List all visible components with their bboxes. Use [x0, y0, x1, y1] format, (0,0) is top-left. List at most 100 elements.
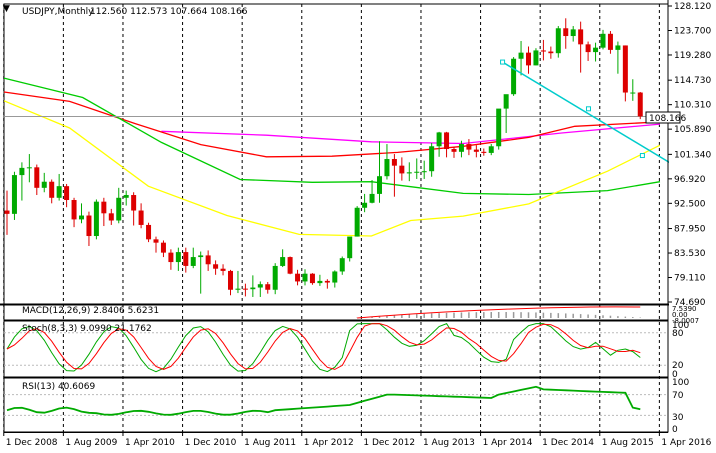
candle-body	[250, 287, 256, 290]
candle-body	[444, 132, 450, 150]
time-tick-label: 1 Apr 2010	[125, 438, 175, 448]
candle-body	[466, 144, 472, 150]
candle-body	[265, 284, 271, 290]
candle-body	[578, 29, 584, 45]
time-tick-label: 1 Apr 2016	[661, 438, 711, 448]
price-tick-label: 74.690	[674, 298, 706, 308]
candle-body	[220, 268, 226, 271]
candle-body	[451, 149, 457, 152]
rsi-tick-label: 30	[672, 413, 684, 423]
ma-line	[3, 100, 661, 237]
candle-body	[272, 265, 278, 290]
price-axis-bg	[669, 0, 716, 453]
chart-menu-arrow[interactable]: ▼	[3, 4, 10, 14]
price-tick-label: 92.500	[674, 199, 706, 209]
candle-body	[429, 146, 435, 172]
time-tick-label: 1 Apr 2012	[304, 438, 354, 448]
candle-body	[190, 257, 196, 266]
trendline[interactable]	[500, 59, 695, 179]
stoch-d-line	[6, 323, 641, 370]
ma-line	[3, 91, 661, 158]
candle-body	[93, 201, 99, 237]
price-tick-label: 110.310	[674, 101, 711, 111]
macd-signal	[357, 306, 641, 319]
candle-body	[615, 45, 621, 50]
candle-body	[56, 186, 62, 198]
candle-body	[242, 288, 248, 290]
candle-body	[354, 207, 360, 237]
rsi-tick-label: 70	[672, 391, 684, 401]
time-axis: 1 Dec 2008 1 Aug 2009 1 Apr 2010 1 Dec 2010…	[3, 432, 712, 448]
candle-body	[518, 52, 524, 59]
time-tick-label: 1 Apr 2014	[483, 438, 533, 448]
time-tick-label: 1 Dec 2012	[363, 438, 415, 448]
current-price-label: 108.166	[649, 114, 686, 124]
rsi-tick-label: 100	[672, 378, 689, 388]
candle-body	[302, 273, 308, 282]
candle-body	[228, 270, 233, 290]
candle-body	[369, 193, 375, 203]
candle-body	[71, 200, 77, 220]
candle-body	[570, 29, 576, 37]
candle-body	[108, 213, 114, 221]
moving-averages	[3, 77, 668, 237]
candle-body	[116, 197, 122, 221]
trendline-handle	[639, 153, 645, 159]
ma-line	[3, 77, 661, 196]
rsi-label: RSI(13) 40.6069	[22, 382, 95, 392]
candle-body	[11, 175, 17, 214]
candle-body	[64, 186, 70, 201]
candle-body	[607, 33, 613, 50]
ma-line	[161, 123, 661, 145]
price-tick-label: 79.110	[674, 274, 706, 284]
candle-body	[585, 44, 591, 53]
candle-body	[123, 195, 129, 198]
stoch-tick-label: 0	[672, 370, 678, 380]
pane-frame	[3, 377, 669, 433]
stoch-tick-label: 20	[672, 361, 684, 371]
candle-body	[146, 224, 152, 240]
candle-body	[593, 47, 599, 53]
candle-body	[280, 257, 286, 266]
candle-body	[384, 159, 390, 177]
candle-body	[324, 280, 330, 283]
rsi-tick-label: 0	[672, 425, 678, 435]
candle-body	[168, 252, 174, 263]
candle-body	[637, 92, 643, 117]
macd-tick-label: 7.5390	[672, 305, 697, 313]
time-tick-label: 1 Dec 2010	[185, 438, 237, 448]
candle-body	[503, 94, 509, 109]
candle-body	[198, 255, 204, 258]
candle-body	[183, 252, 189, 266]
rsi-line	[6, 385, 641, 416]
trendline-handle	[585, 106, 591, 112]
time-tick-label: 1 Aug 2009	[65, 438, 117, 448]
time-tick-label: 1 Dec 2014	[542, 438, 594, 448]
candle-body	[79, 215, 84, 220]
stoch-k-line	[6, 322, 641, 373]
candle-body	[19, 167, 25, 176]
candle-body	[41, 181, 47, 188]
candle-body	[630, 92, 636, 94]
candle-body	[473, 149, 479, 152]
candle-body	[622, 45, 628, 93]
candle-body	[34, 167, 40, 188]
grid	[3, 4, 660, 432]
candle-body	[563, 28, 569, 37]
candle-body	[49, 181, 55, 198]
candle-body	[4, 210, 10, 214]
candle-body	[414, 171, 420, 173]
price-tick-label: 114.730	[674, 76, 711, 86]
candle-body	[287, 257, 293, 274]
price-tick-label: 96.920	[674, 175, 706, 185]
header-symbol: USDJPY,Monthly	[22, 7, 94, 17]
price-tick-label: 87.950	[674, 225, 706, 235]
header-ohlc: 112.560 112.573 107.664 108.166	[90, 7, 248, 17]
candle-body	[332, 271, 338, 283]
candle-body	[160, 242, 166, 253]
candle-body	[399, 165, 405, 174]
stoch-tick-label: 100	[672, 321, 689, 331]
candle-body	[496, 108, 502, 147]
